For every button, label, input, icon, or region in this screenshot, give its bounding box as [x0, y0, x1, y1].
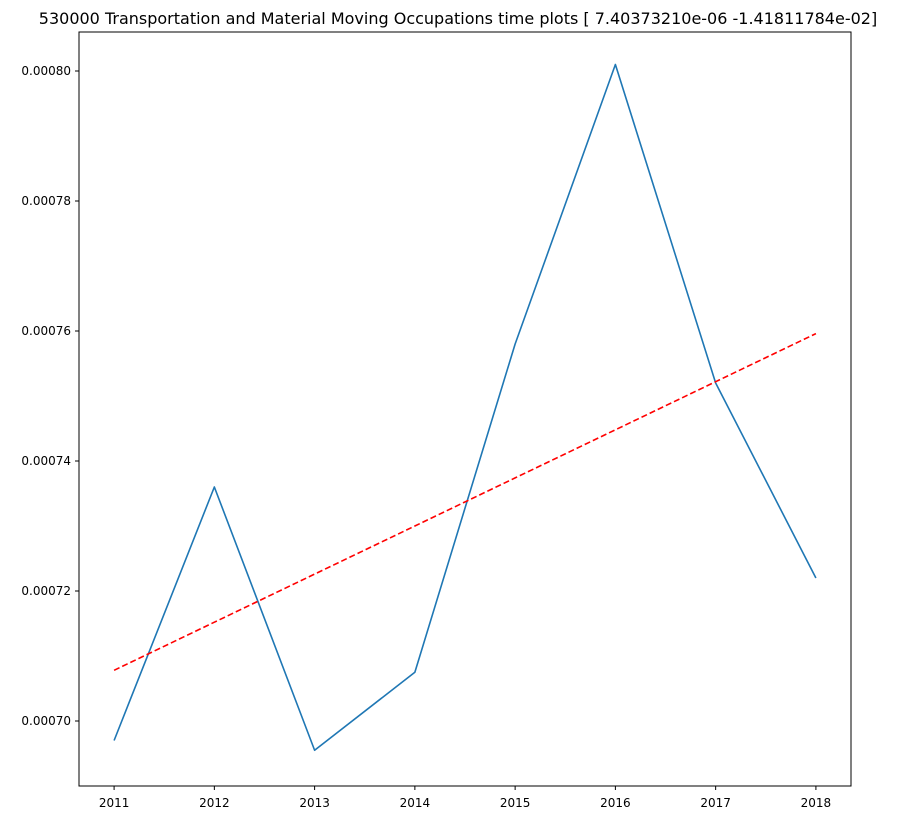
- trend-line: [113, 332, 817, 672]
- x-tick-label: 2012: [199, 796, 230, 810]
- y-tick-label: 0.00080: [21, 64, 71, 78]
- x-tick-label: 2015: [500, 796, 531, 810]
- x-tick-label: 2013: [299, 796, 330, 810]
- y-tick-label: 0.00070: [21, 714, 71, 728]
- x-tick-label: 2018: [801, 796, 832, 810]
- y-tick-label: 0.00074: [21, 454, 71, 468]
- y-tick-label: 0.00078: [21, 194, 71, 208]
- plot-area: [113, 63, 817, 752]
- y-tick-label: 0.00076: [21, 324, 71, 338]
- chart-title: 530000 Transportation and Material Movin…: [39, 9, 877, 28]
- y-tick-label: 0.00072: [21, 584, 71, 598]
- data-line: [113, 63, 817, 752]
- x-tick-label: 2017: [700, 796, 731, 810]
- axes: 2011 2012 2013 2014 2015 2016 2017 2018 0.00070 0…: [21, 31, 852, 810]
- plot-frame: [78, 31, 852, 787]
- x-tick-label: 2011: [99, 796, 130, 810]
- x-tick-label: 2016: [600, 796, 631, 810]
- x-tick-label: 2014: [400, 796, 431, 810]
